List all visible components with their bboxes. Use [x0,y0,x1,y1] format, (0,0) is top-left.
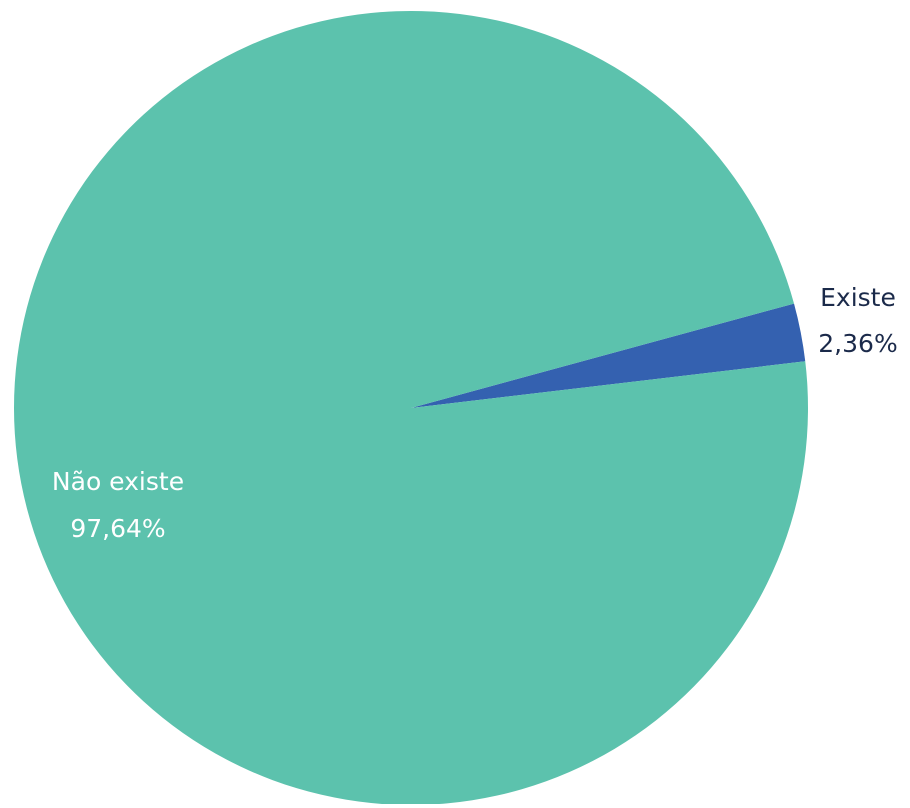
slice-label-existe: Existe [820,283,896,312]
pie-slice-nao-existe [13,10,808,805]
slice-value-nao-existe: 97,64% [70,514,165,543]
labels-layer: Existe 2,36% Não existe 97,64% [52,283,898,543]
slice-value-existe: 2,36% [818,329,897,358]
slice-label-nao-existe: Não existe [52,467,184,496]
slices-layer [13,10,808,805]
pie-slice-existe [411,303,806,408]
